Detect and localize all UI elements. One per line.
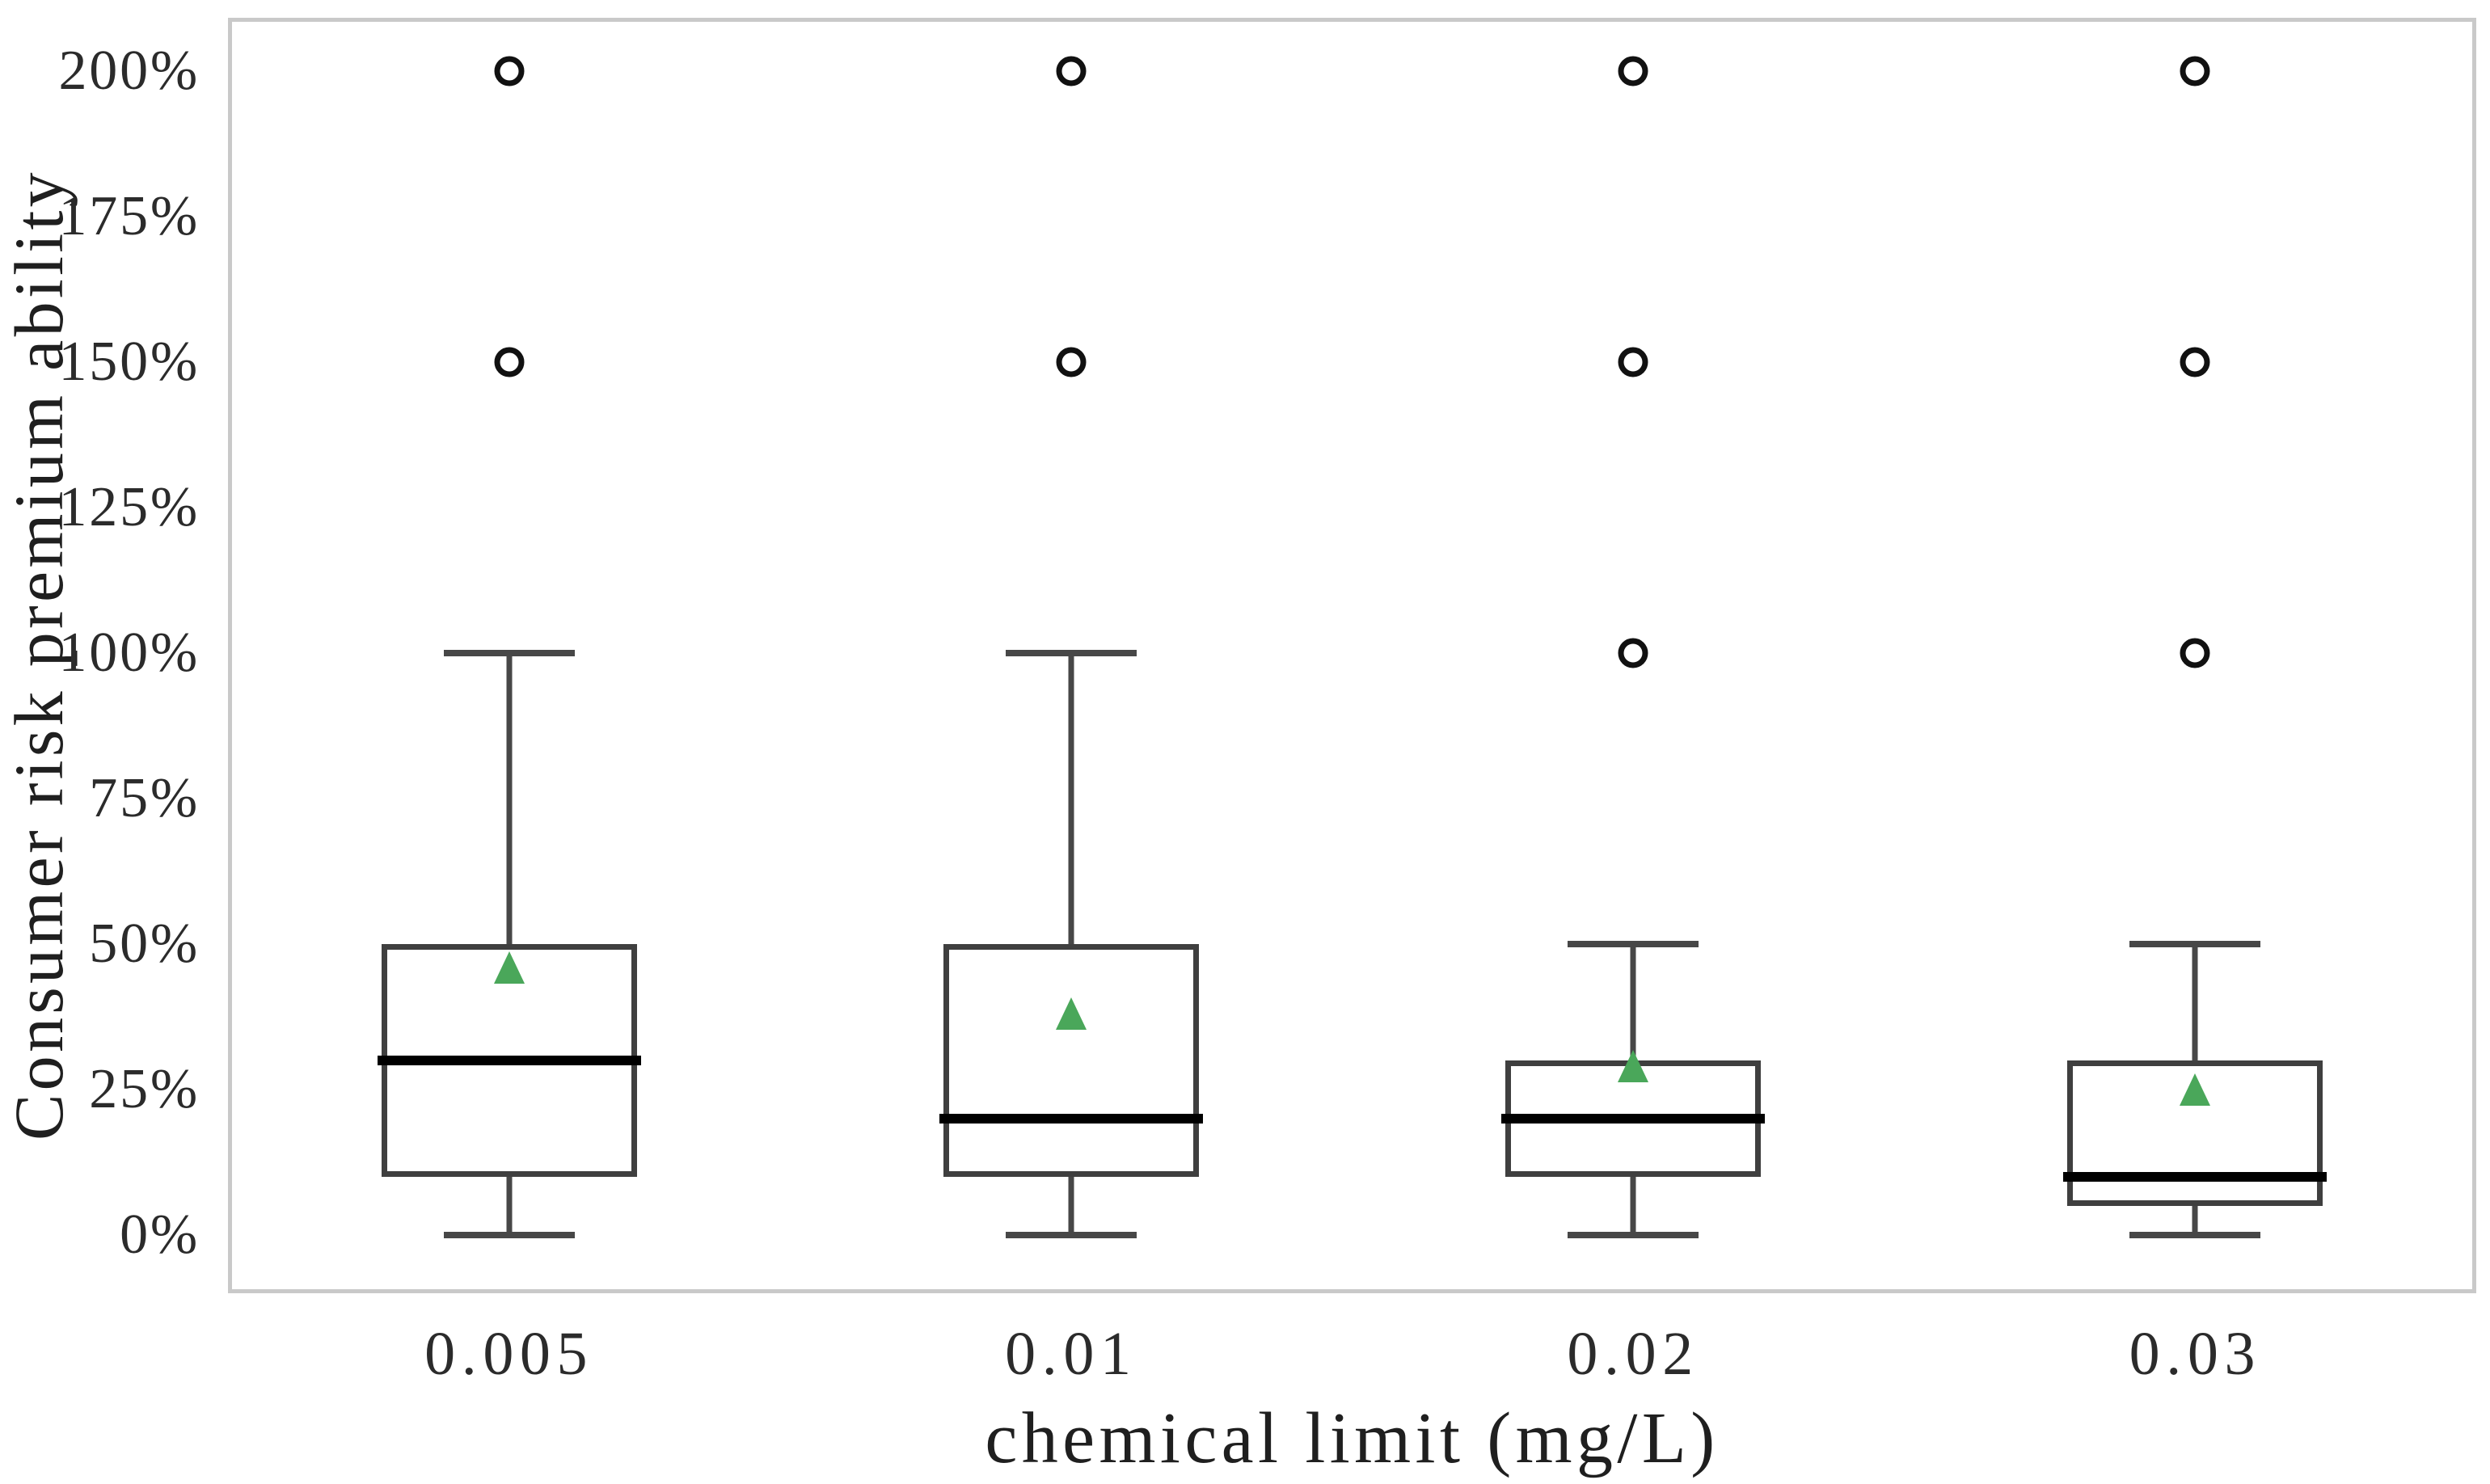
lower-whisker-cap [1568,1232,1699,1238]
y-tick-label: 0% [120,1204,200,1266]
x-tick-label: 0.02 [1567,1320,1699,1388]
x-axis-label: chemical limit (mg/L) [985,1398,1720,1478]
outlier-point [1618,347,1648,377]
y-tick-label: 200% [58,40,200,102]
median-line [2063,1172,2328,1182]
median-line [939,1114,1203,1124]
upper-whisker-line [1630,944,1636,1060]
box [943,944,1199,1177]
upper-whisker-cap [2129,941,2261,947]
x-tick-label: 0.005 [424,1320,594,1388]
y-tick-label: 75% [89,767,200,829]
y-tick-label: 50% [89,913,200,975]
lower-whisker-line [2192,1206,2198,1235]
outlier-point [1618,638,1648,668]
outlier-point [2180,638,2210,668]
outlier-point [494,347,525,377]
x-tick-label: 0.03 [2129,1320,2262,1388]
outlier-point [1056,347,1087,377]
upper-whisker-line [2192,944,2198,1060]
mean-marker [2180,1073,2211,1106]
upper-whisker-cap [443,650,575,656]
box [2067,1060,2323,1206]
upper-whisker-line [506,653,513,944]
outlier-point [2180,56,2210,86]
median-line [377,1056,641,1065]
median-line [1501,1114,1766,1124]
outlier-point [2180,347,2210,377]
upper-whisker-line [1068,653,1074,944]
y-tick-label: 125% [58,476,200,538]
y-tick-label: 100% [58,622,200,684]
lower-whisker-line [1630,1177,1636,1235]
outlier-point [494,56,525,86]
y-tick-label: 25% [89,1058,200,1120]
mean-marker [493,951,525,984]
lower-whisker-cap [2129,1232,2261,1238]
lower-whisker-cap [1005,1232,1137,1238]
upper-whisker-cap [1568,941,1699,947]
y-tick-label: 175% [58,185,200,247]
lower-whisker-cap [443,1232,575,1238]
x-tick-label: 0.01 [1005,1320,1137,1388]
upper-whisker-cap [1005,650,1137,656]
plot-area [228,18,2476,1293]
outlier-point [1618,56,1648,86]
mean-marker [1618,1050,1649,1083]
outlier-point [1056,56,1087,86]
lower-whisker-line [506,1177,513,1235]
lower-whisker-line [1068,1177,1074,1235]
mean-marker [1055,997,1087,1031]
y-tick-label: 150% [58,331,200,393]
